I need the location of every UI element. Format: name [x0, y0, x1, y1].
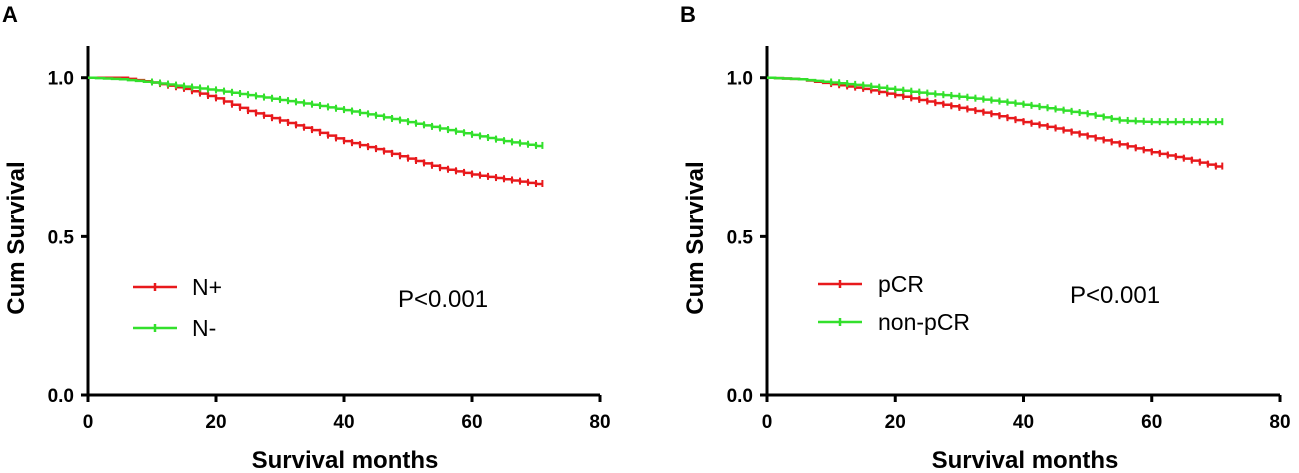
panel-b-series-0-line — [767, 76, 1223, 168]
panel-b-plot-area: 0 20 40 60 80 0.0 0.5 1.0 — [727, 46, 1291, 433]
panel-a-p-value: P<0.001 — [398, 286, 488, 313]
panel-a-y-tick-label-2: 1.0 — [48, 69, 74, 90]
panel-a-y-axis-title: Cum Survival — [3, 161, 30, 314]
panel-a-plot-area: 0 20 40 60 80 0.0 0.5 1.0 — [48, 46, 611, 433]
panel-a-x-tick-label-4: 80 — [589, 412, 610, 433]
panel-b-x-tick-label-3: 60 — [1141, 412, 1162, 433]
panel-a-x-tick-label-1: 20 — [205, 412, 226, 433]
panel-b-x-axis-title: Survival months — [932, 447, 1119, 473]
panel-a-x-axis-title: Survival months — [252, 447, 439, 473]
panel-a-x-tick-label-2: 40 — [333, 412, 354, 433]
panel-b-x-tick-label-0: 0 — [762, 412, 773, 433]
panel-b-legend-label-pcr: pCR — [878, 271, 924, 297]
panel-b-series-1 — [767, 76, 1224, 126]
panel-a-letter: A — [2, 2, 18, 27]
panel-a-legend-label-n-plus: N+ — [192, 274, 222, 300]
panel-a-x-tick-label-3: 60 — [461, 412, 482, 433]
panel-b-y-tick-label-0: 0.0 — [727, 386, 753, 407]
panel-b-x-tick-label-2: 40 — [1013, 412, 1034, 433]
panel-b-series-0 — [767, 76, 1224, 170]
panel-a-y-tick-label-1: 0.5 — [48, 227, 75, 248]
panel-a-y-tick-label-0: 0.0 — [48, 386, 74, 407]
panel-b-y-axis-title: Cum Survival — [682, 161, 709, 314]
panel-a-legend-label-n-minus: N- — [192, 315, 216, 341]
panel-a-series-0-line — [88, 76, 543, 186]
panel-a-x-tick-label-0: 0 — [83, 412, 94, 433]
panel-b-x-tick-label-4: 80 — [1269, 412, 1290, 433]
panel-b-legend-label-non-pcr: non-pCR — [878, 309, 970, 335]
panel-b-x-tick-label-1: 20 — [885, 412, 906, 433]
panel-b-p-value: P<0.001 — [1070, 282, 1160, 309]
panel-a-legend: N+ N- — [133, 274, 222, 341]
panel-a-series-1-line — [88, 76, 543, 148]
panel-b-y-tick-label-2: 1.0 — [727, 69, 753, 90]
panel-b-letter: B — [680, 2, 696, 27]
panel-a: A Cum Survival Survival months P<0.001 N… — [2, 2, 611, 473]
panel-b-legend: pCR non-pCR — [818, 271, 970, 335]
panel-b-y-tick-label-1: 0.5 — [727, 227, 754, 248]
panel-a-series-0 — [88, 76, 544, 188]
panel-a-series-1 — [88, 76, 544, 149]
panel-b: B Cum Survival Survival months P<0.001 p… — [680, 2, 1291, 473]
